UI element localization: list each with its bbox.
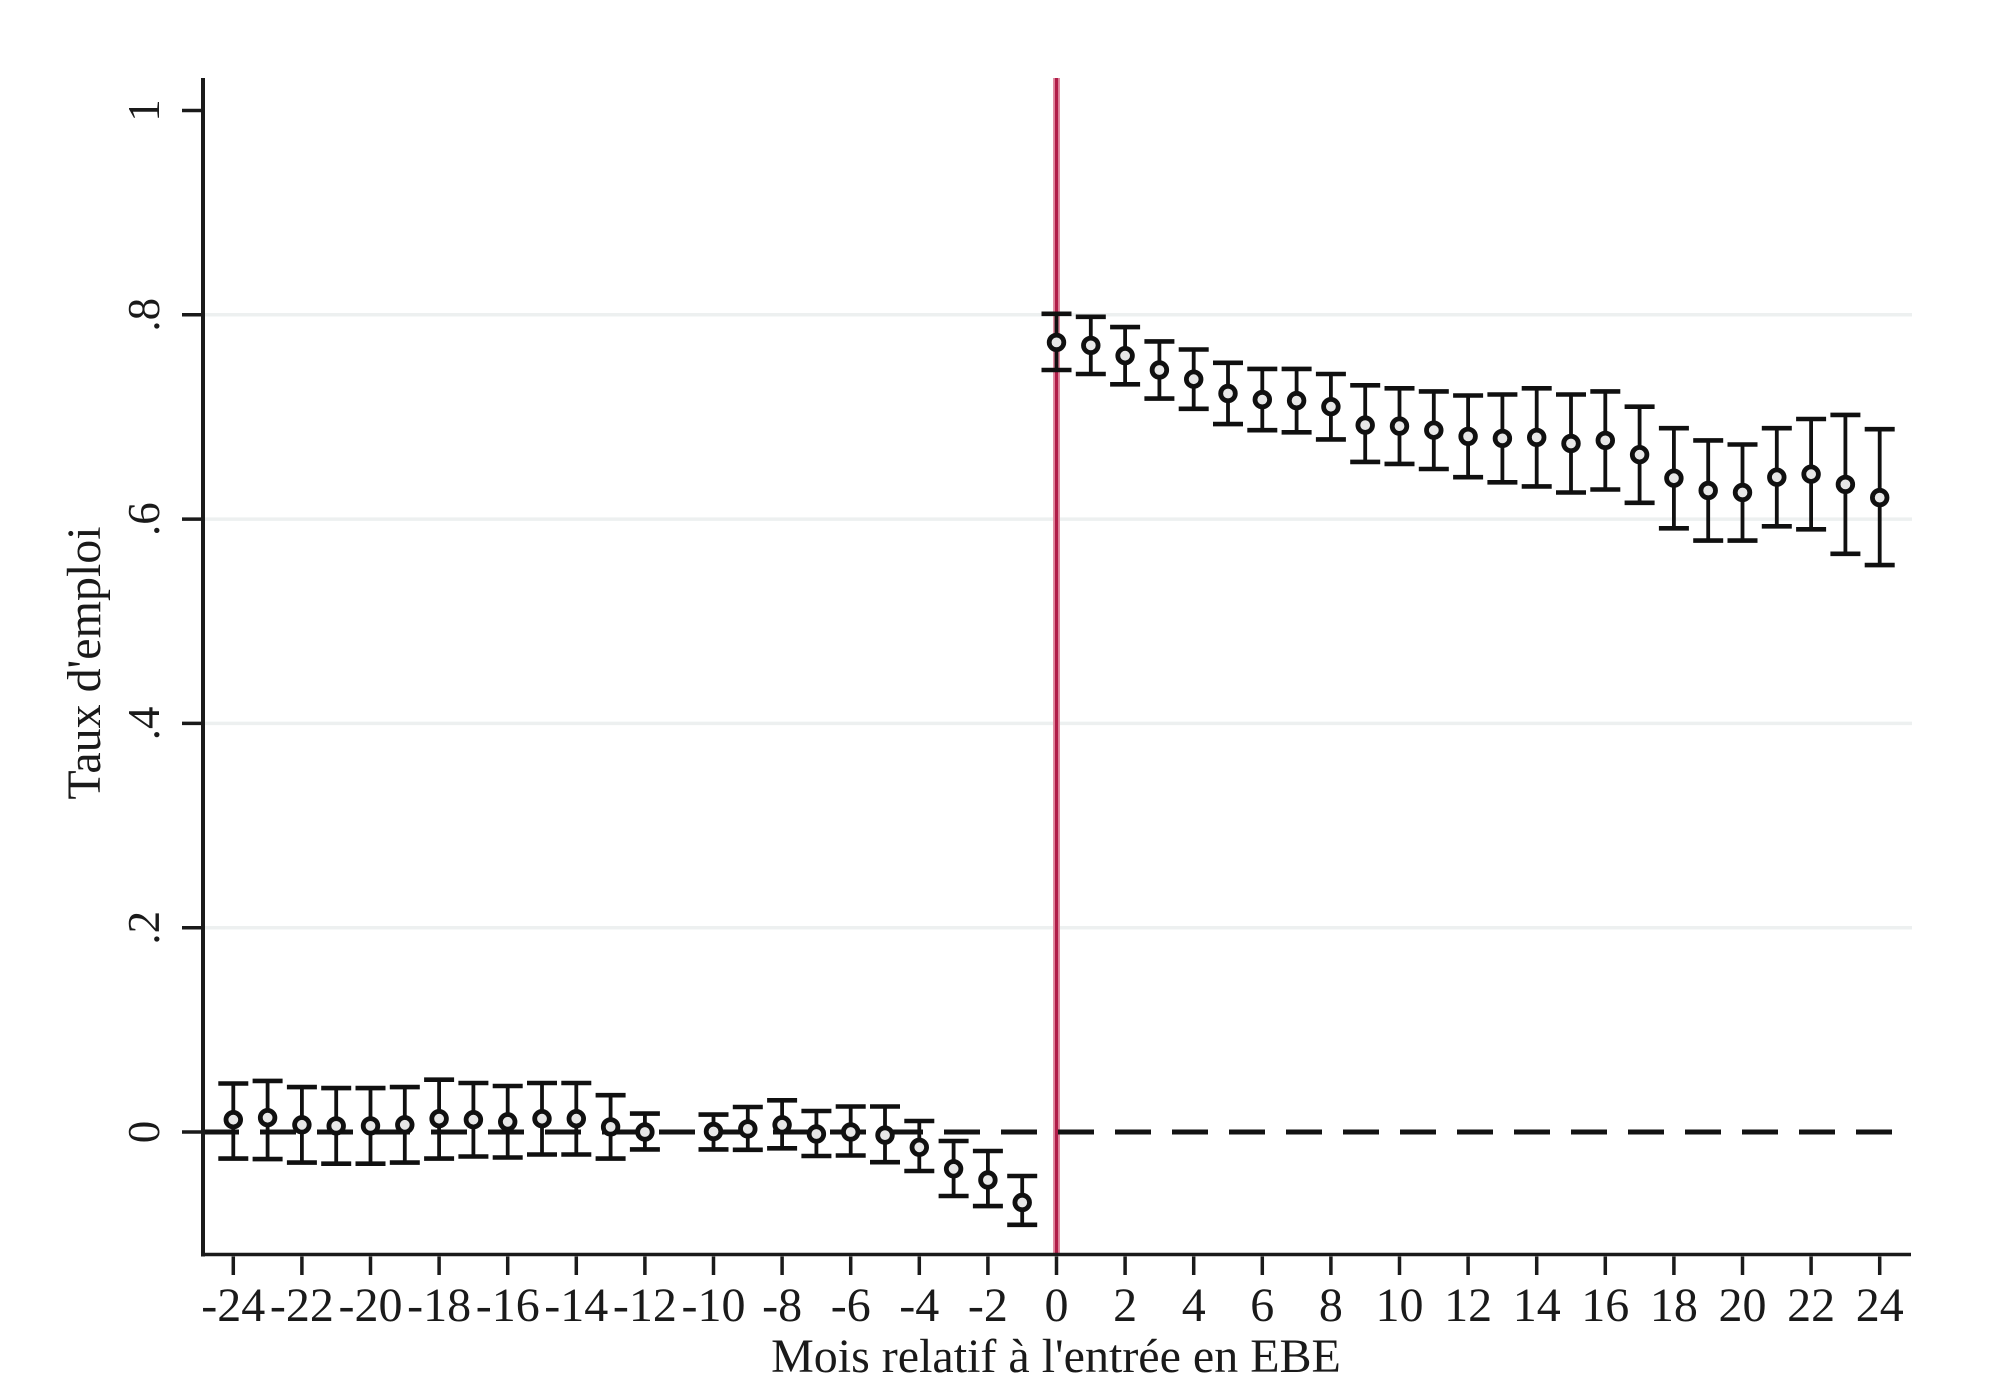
- svg-text:6: 6: [1250, 1279, 1274, 1332]
- svg-text:1: 1: [119, 99, 169, 122]
- svg-text:.4: .4: [119, 707, 169, 741]
- svg-text:-14: -14: [544, 1279, 608, 1332]
- svg-text:-4: -4: [899, 1279, 939, 1332]
- svg-text:Mois relatif à l'entrée en EBE: Mois relatif à l'entrée en EBE: [771, 1330, 1341, 1383]
- svg-text:10: 10: [1376, 1279, 1424, 1332]
- svg-text:2: 2: [1113, 1279, 1137, 1332]
- svg-text:12: 12: [1444, 1279, 1492, 1332]
- svg-text:20: 20: [1719, 1279, 1767, 1332]
- svg-text:-16: -16: [476, 1279, 540, 1332]
- svg-text:0: 0: [1045, 1279, 1069, 1332]
- svg-text:-20: -20: [339, 1279, 403, 1332]
- svg-text:24: 24: [1856, 1279, 1904, 1332]
- svg-text:14: 14: [1513, 1279, 1561, 1332]
- svg-text:.6: .6: [119, 502, 169, 536]
- svg-text:-2: -2: [968, 1279, 1008, 1332]
- svg-text:4: 4: [1182, 1279, 1206, 1332]
- svg-text:0: 0: [119, 1121, 169, 1144]
- svg-text:8: 8: [1319, 1279, 1343, 1332]
- svg-text:-8: -8: [762, 1279, 802, 1332]
- svg-text:18: 18: [1650, 1279, 1698, 1332]
- svg-text:-22: -22: [270, 1279, 334, 1332]
- svg-text:16: 16: [1581, 1279, 1629, 1332]
- svg-text:-10: -10: [682, 1279, 746, 1332]
- svg-text:-12: -12: [613, 1279, 677, 1332]
- svg-text:-24: -24: [201, 1279, 265, 1332]
- svg-text:.8: .8: [119, 298, 169, 332]
- svg-text:-18: -18: [407, 1279, 471, 1332]
- svg-text:22: 22: [1787, 1279, 1835, 1332]
- svg-text:Taux d'emploi: Taux d'emploi: [58, 526, 111, 799]
- svg-text:-6: -6: [831, 1279, 871, 1332]
- svg-text:.2: .2: [119, 911, 169, 945]
